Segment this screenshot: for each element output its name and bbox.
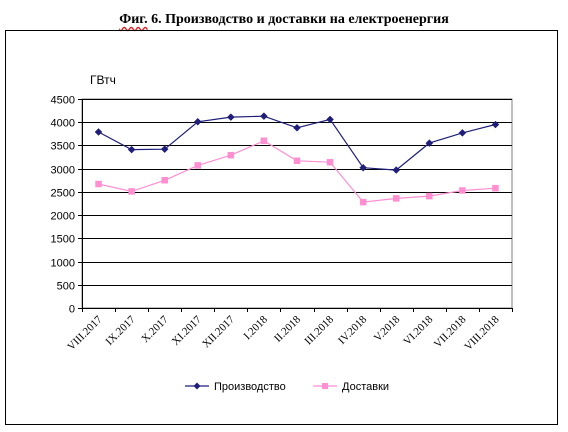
chart-frame <box>5 30 558 425</box>
x-tick-label: V.2018 <box>372 313 403 344</box>
x-tick-label: XII.2017 <box>200 313 237 350</box>
data-point-1 <box>94 128 103 136</box>
data-point-2 <box>492 184 499 192</box>
data-point-2 <box>326 158 334 166</box>
x-tick-label: IX.2017 <box>104 313 139 348</box>
data-point-2 <box>359 198 367 206</box>
data-point-2 <box>459 187 466 194</box>
data-point-2 <box>426 192 433 200</box>
data-point-2 <box>392 195 400 202</box>
x-tick-label: X.2017 <box>139 313 171 345</box>
data-point-1 <box>193 117 202 126</box>
data-point-1 <box>260 112 268 121</box>
data-point-2 <box>128 188 135 195</box>
data-point-2 <box>161 177 168 184</box>
x-tick-label: VIII.2017 <box>65 313 105 353</box>
y-tick-label: 4500 <box>51 95 75 107</box>
data-point-1 <box>491 120 500 129</box>
y-tick-label: 1000 <box>51 258 75 270</box>
x-tick-label: VIII.2018 <box>462 313 502 353</box>
data-point-1 <box>160 145 169 154</box>
figure-title: Фиг. 6. Производство и доставки на елект… <box>0 12 568 28</box>
data-point-1 <box>226 113 235 121</box>
data-point-1 <box>326 115 334 124</box>
figure-title-text: 6. Производство и доставки на електроене… <box>147 12 449 27</box>
data-point-1 <box>425 139 434 147</box>
y-tick-label: 4000 <box>51 118 75 130</box>
y-tick-label: 2000 <box>51 211 75 223</box>
data-point-2 <box>227 151 235 159</box>
data-point-1 <box>392 166 401 174</box>
data-point-1 <box>458 129 467 137</box>
data-point-2 <box>260 137 268 145</box>
data-point-1 <box>359 163 368 172</box>
y-tick-label: 3000 <box>51 165 75 177</box>
x-tick-label: II.2018 <box>272 313 304 345</box>
data-point-2 <box>194 162 202 169</box>
legend-label-1: Производство <box>214 381 286 393</box>
y-tick-label: 2500 <box>51 188 75 200</box>
y-axis-unit-label: ГВтч <box>90 73 116 87</box>
figure-title-prefix: Фиг. <box>119 12 148 27</box>
x-tick-label: XI.2017 <box>170 313 205 348</box>
legend-label-2: Доставки <box>342 381 389 393</box>
data-point-1 <box>293 123 301 132</box>
x-tick-label: VI.2018 <box>401 313 436 348</box>
data-point-1 <box>127 145 136 154</box>
plot-area <box>81 98 513 309</box>
legend-marker-2 <box>322 383 328 389</box>
y-tick-label: 0 <box>69 304 75 316</box>
y-tick-label: 1500 <box>51 234 75 246</box>
data-point-2 <box>293 157 301 165</box>
data-point-2 <box>95 180 102 188</box>
legend-marker-1 <box>193 382 201 390</box>
x-tick-label: IV.2018 <box>336 313 370 347</box>
y-tick-label: 3500 <box>51 141 75 153</box>
x-tick-label: I.2018 <box>241 313 270 342</box>
y-tick-label: 500 <box>57 281 75 293</box>
x-tick-label: III.2018 <box>302 313 336 347</box>
